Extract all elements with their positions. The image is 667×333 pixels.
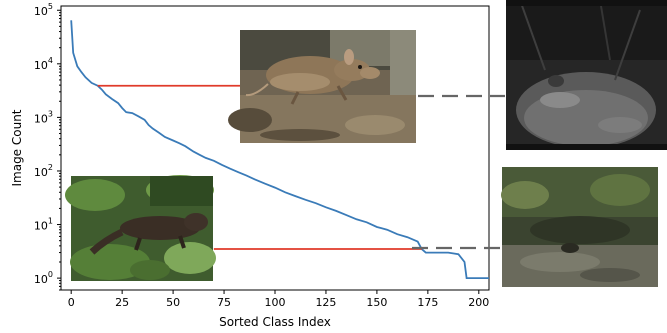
y-tick-label: 100 [34, 270, 53, 286]
x-tick-label: 200 [468, 296, 489, 309]
tail-class-photo [65, 175, 216, 281]
x-tick-label: 0 [68, 296, 75, 309]
x-tick-label: 100 [265, 296, 286, 309]
camera-trap-night-photo [506, 0, 667, 150]
y-tick-label: 102 [34, 163, 53, 179]
y-tick-label: 103 [34, 109, 53, 125]
x-tick-label: 175 [417, 296, 438, 309]
y-tick-label: 104 [34, 56, 53, 72]
x-tick-label: 50 [166, 296, 180, 309]
x-tick-label: 75 [217, 296, 231, 309]
y-axis-label: Image Count [10, 109, 24, 186]
y-tick-label: 105 [34, 2, 53, 18]
y-tick-label: 101 [34, 217, 53, 233]
x-tick-label: 25 [115, 296, 129, 309]
y-axis-ticks: 100 101 102 103 104 105 [34, 2, 61, 291]
x-axis-label: Sorted Class Index [219, 315, 331, 329]
head-class-photo [228, 30, 416, 143]
camera-trap-forest-photo [501, 167, 658, 287]
series-line [70, 20, 489, 279]
x-tick-label: 125 [315, 296, 336, 309]
x-tick-label: 150 [366, 296, 387, 309]
x-axis-ticks: 0 25 50 75 100 125 150 175 200 [68, 290, 489, 309]
